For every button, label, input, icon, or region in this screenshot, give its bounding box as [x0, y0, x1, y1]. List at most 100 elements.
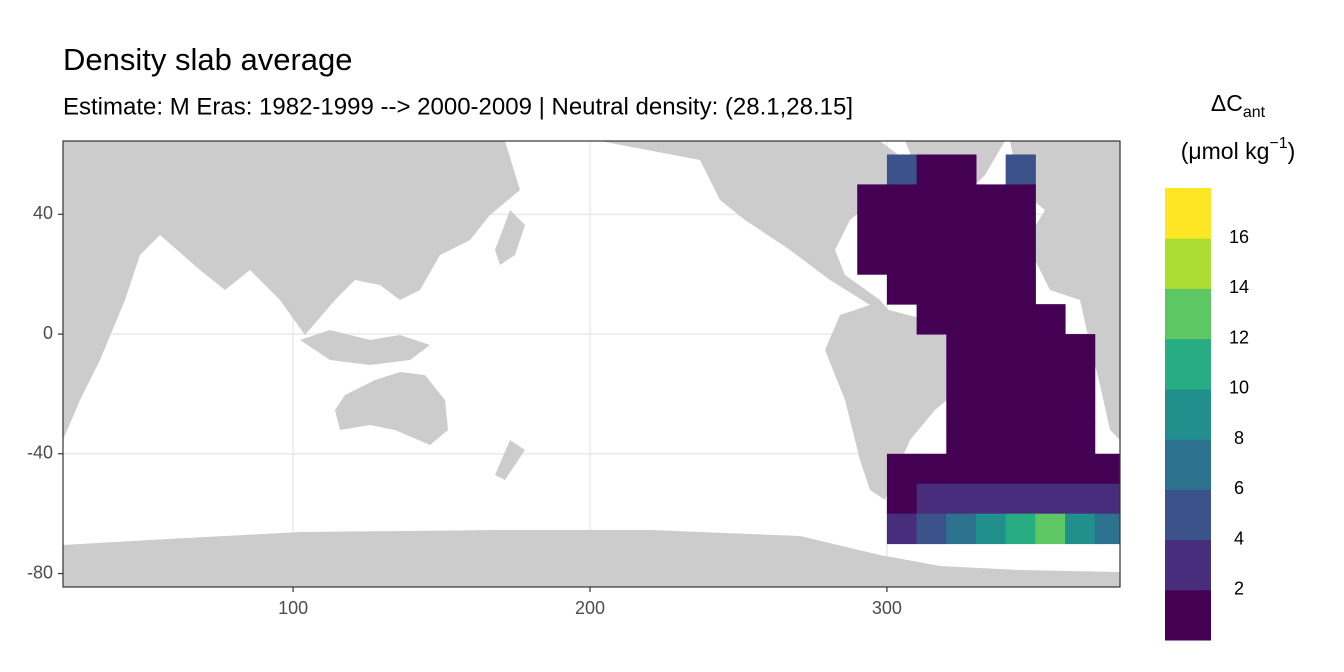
- data-cell: [946, 154, 977, 185]
- legend-swatch: [1165, 489, 1211, 541]
- data-cell: [1035, 513, 1066, 545]
- data-cell: [975, 304, 1007, 335]
- legend-swatch: [1165, 439, 1211, 490]
- data-cell: [916, 244, 947, 275]
- data-cell: [975, 214, 1007, 245]
- data-cell: [886, 244, 918, 275]
- data-cell: [1035, 304, 1066, 335]
- data-cell: [1065, 513, 1096, 545]
- legend-label: 16: [1229, 227, 1249, 247]
- data-cell: [1005, 304, 1036, 335]
- legend-title-sub: ant: [1243, 104, 1266, 121]
- data-cell: [975, 364, 1007, 395]
- data-cell: [1035, 364, 1066, 395]
- legend-swatch: [1165, 589, 1211, 641]
- data-cell: [886, 274, 918, 305]
- data-cell: [1005, 244, 1036, 275]
- legend-label: 8: [1234, 428, 1244, 448]
- data-cell: [916, 483, 947, 515]
- data-cell: [1005, 214, 1036, 245]
- data-cell: [1035, 393, 1066, 425]
- data-cell: [886, 154, 918, 185]
- data-cell: [1094, 513, 1120, 545]
- legend-unit-main: (μmol kg: [1181, 138, 1270, 164]
- legend-swatch: [1165, 238, 1211, 289]
- data-cell: [857, 214, 888, 245]
- data-cell: [975, 483, 1007, 515]
- legend-unit: (μmol kg−1): [1181, 135, 1296, 164]
- legend-unit-close: ): [1288, 138, 1296, 164]
- data-cell: [946, 274, 977, 305]
- data-cell: [946, 453, 977, 485]
- data-cell: [1065, 423, 1096, 455]
- legend-unit-sup: −1: [1269, 135, 1287, 152]
- data-cell: [946, 214, 977, 245]
- data-cell: [916, 513, 947, 545]
- land-australia: [335, 372, 448, 445]
- data-cell: [886, 483, 918, 515]
- data-cell: [946, 304, 977, 335]
- x-tick-label: 300: [872, 598, 902, 618]
- data-cell: [975, 393, 1007, 425]
- data-cell: [946, 393, 977, 425]
- data-cell: [1005, 393, 1036, 425]
- legend-label: 4: [1234, 528, 1244, 548]
- data-cell: [916, 154, 947, 185]
- data-cell: [946, 423, 977, 455]
- legend-label: 14: [1229, 277, 1249, 297]
- data-cell: [1035, 453, 1066, 485]
- data-cell: [1005, 274, 1036, 305]
- data-cell: [946, 334, 977, 365]
- y-tick-label: 40: [33, 203, 53, 223]
- x-tick-label: 100: [278, 598, 308, 618]
- data-cell: [1005, 513, 1036, 545]
- data-cell: [946, 184, 977, 215]
- data-cell: [975, 184, 1007, 215]
- data-cell: [1005, 184, 1036, 215]
- land-indonesia: [300, 330, 430, 365]
- chart-title: Density slab average: [63, 42, 353, 77]
- data-cell: [946, 364, 977, 395]
- data-cell: [975, 274, 1007, 305]
- data-cell: [975, 453, 1007, 485]
- y-tick-label: -80: [27, 562, 53, 582]
- legend-title: ΔCant: [1211, 90, 1266, 121]
- land-eurasia-africa-west: [63, 141, 520, 440]
- data-cell: [886, 184, 918, 215]
- data-cell: [1035, 334, 1066, 365]
- data-cell: [1005, 334, 1036, 365]
- data-cell: [916, 274, 947, 305]
- data-cell: [886, 214, 918, 245]
- land-north-america: [600, 141, 905, 330]
- data-cell: [1005, 364, 1036, 395]
- data-cell: [857, 244, 888, 275]
- data-cell: [857, 184, 888, 215]
- data-cell: [1065, 364, 1096, 395]
- data-cell: [1035, 423, 1066, 455]
- y-tick-label: -40: [27, 443, 53, 463]
- land-south-america: [825, 305, 975, 500]
- panel-border: [62, 140, 1121, 588]
- legend-swatch: [1165, 188, 1211, 239]
- data-cell: [916, 453, 947, 485]
- data-cell: [886, 513, 918, 545]
- data-cell: [946, 513, 977, 545]
- legend-swatch: [1165, 288, 1211, 340]
- land-new-zealand: [495, 440, 525, 480]
- data-cell: [916, 184, 947, 215]
- data-cell: [946, 244, 977, 275]
- land-japan: [495, 210, 525, 265]
- chart-subtitle: Estimate: M Eras: 1982-1999 --> 2000-200…: [63, 93, 853, 120]
- data-cell: [1035, 483, 1066, 515]
- legend-label: 6: [1234, 478, 1244, 498]
- land-antarctica: [63, 530, 1120, 587]
- legend-label: 2: [1234, 579, 1244, 599]
- data-cell: [1065, 483, 1096, 515]
- data-cell: [916, 214, 947, 245]
- data-cell: [1065, 334, 1096, 365]
- data-cell: [1005, 154, 1036, 185]
- legend: 2 4 6 8 10 12 14 16: [1165, 188, 1249, 641]
- data-cell: [1094, 453, 1120, 485]
- data-cell: [946, 483, 977, 515]
